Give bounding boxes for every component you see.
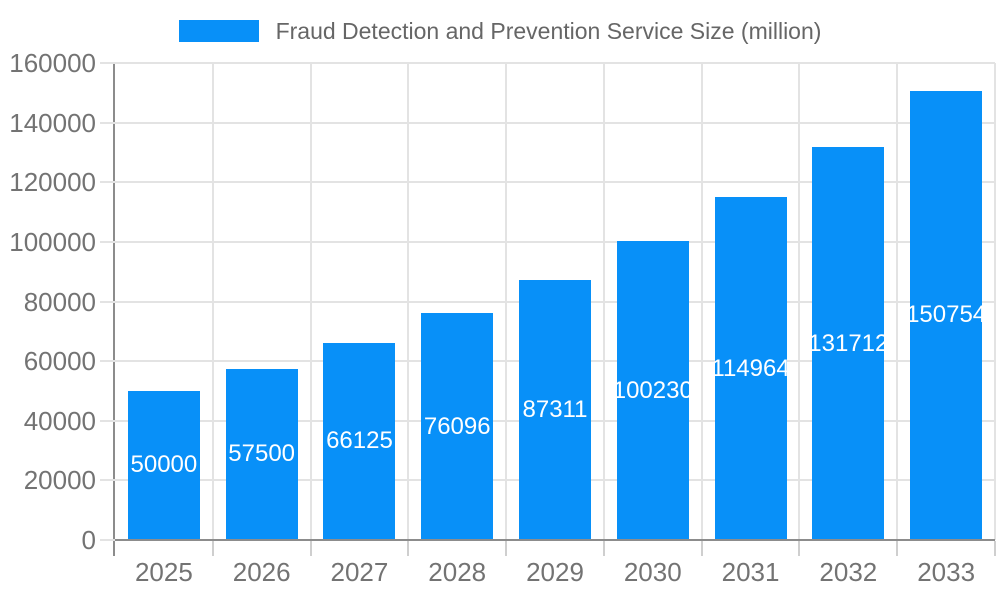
y-axis-tick (100, 539, 115, 541)
gridline-vertical (505, 63, 508, 540)
legend: Fraud Detection and Prevention Service S… (0, 18, 1000, 44)
bar-value-label: 57500 (228, 440, 296, 468)
bar-2033: 150754 (906, 90, 986, 540)
gridline-vertical (798, 63, 801, 540)
y-axis-tick (100, 300, 115, 303)
bar-2032: 131712 (808, 147, 888, 540)
y-axis-tick (100, 62, 115, 64)
x-axis-tick (505, 541, 508, 556)
legend-label: Fraud Detection and Prevention Service S… (275, 17, 822, 44)
x-axis-tick-label: 2028 (428, 557, 487, 587)
gridline-horizontal (115, 181, 995, 184)
bar-value-label: 66125 (326, 427, 393, 455)
bar-2029: 87311 (519, 279, 591, 540)
x-axis-tick-label: 2031 (721, 557, 780, 587)
y-axis-tick-label: 140000 (9, 107, 96, 138)
bar-value-label: 87311 (522, 395, 588, 423)
bar-2025: 50000 (127, 390, 200, 540)
bar-value-label: 50000 (130, 451, 198, 479)
gridline-vertical (602, 63, 605, 540)
y-axis-tick-label: 100000 (9, 226, 96, 257)
bar-2030: 100230 (613, 241, 693, 540)
x-axis-tick-label: 2026 (232, 557, 291, 587)
y-axis-tick (100, 419, 115, 422)
x-axis-tick-label: 2033 (917, 557, 976, 587)
gridline-vertical (211, 63, 214, 540)
x-axis-tick (798, 541, 801, 556)
bar-2031: 114964 (711, 197, 790, 540)
bar-2026: 57500 (225, 368, 298, 540)
x-axis-tick-label: 2030 (623, 557, 682, 587)
gridline-vertical (309, 63, 312, 540)
gridline-vertical (994, 63, 996, 540)
x-axis-tick (211, 541, 214, 556)
x-axis-tick-label: 2029 (526, 557, 584, 587)
plot-area: 50000 57500 66125 76096 87311 100230 114964 131… (115, 62, 996, 540)
y-axis-tick-label: 0 (81, 525, 96, 555)
x-axis-tick (700, 541, 703, 556)
y-axis-tick-label: 120000 (9, 167, 96, 198)
y-axis-tick-label: 40000 (23, 405, 96, 436)
bar-value-label: 150754 (906, 301, 987, 329)
y-axis-tick-label: 160000 (9, 48, 96, 78)
x-axis-tick (994, 541, 996, 556)
x-axis-tick-label: 2032 (819, 557, 878, 587)
bar-value-label: 76096 (423, 412, 491, 440)
bar-2027: 66125 (323, 342, 396, 540)
x-axis-tick (309, 541, 312, 556)
gridline-vertical (407, 63, 410, 540)
y-axis-tick-label: 80000 (23, 286, 96, 317)
bar-value-label: 100230 (612, 376, 693, 404)
y-axis-tick (100, 121, 115, 124)
x-axis-tick (602, 541, 605, 556)
gridline-horizontal (115, 240, 995, 243)
y-axis-line (113, 63, 115, 556)
y-axis-tick (100, 479, 115, 482)
y-axis-tick (100, 240, 115, 243)
gridline-horizontal (115, 121, 995, 124)
y-axis-tick (100, 181, 115, 184)
y-axis-tick (100, 360, 115, 363)
gridline-horizontal (115, 62, 995, 64)
legend-swatch (178, 20, 259, 42)
x-axis-tick-label: 2027 (330, 557, 389, 587)
x-axis-tick-label: 2025 (134, 557, 193, 587)
bar-value-label: 114964 (711, 354, 790, 382)
bar-2028: 76096 (421, 313, 494, 540)
x-axis-line (100, 539, 995, 541)
x-axis-tick (896, 541, 899, 556)
gridline-vertical (700, 63, 703, 540)
y-axis-tick-label: 60000 (23, 346, 96, 377)
bar-value-label: 131712 (808, 329, 889, 357)
gridline-vertical (896, 63, 899, 540)
x-axis-tick (407, 541, 410, 556)
y-axis-tick-label: 20000 (23, 465, 96, 496)
